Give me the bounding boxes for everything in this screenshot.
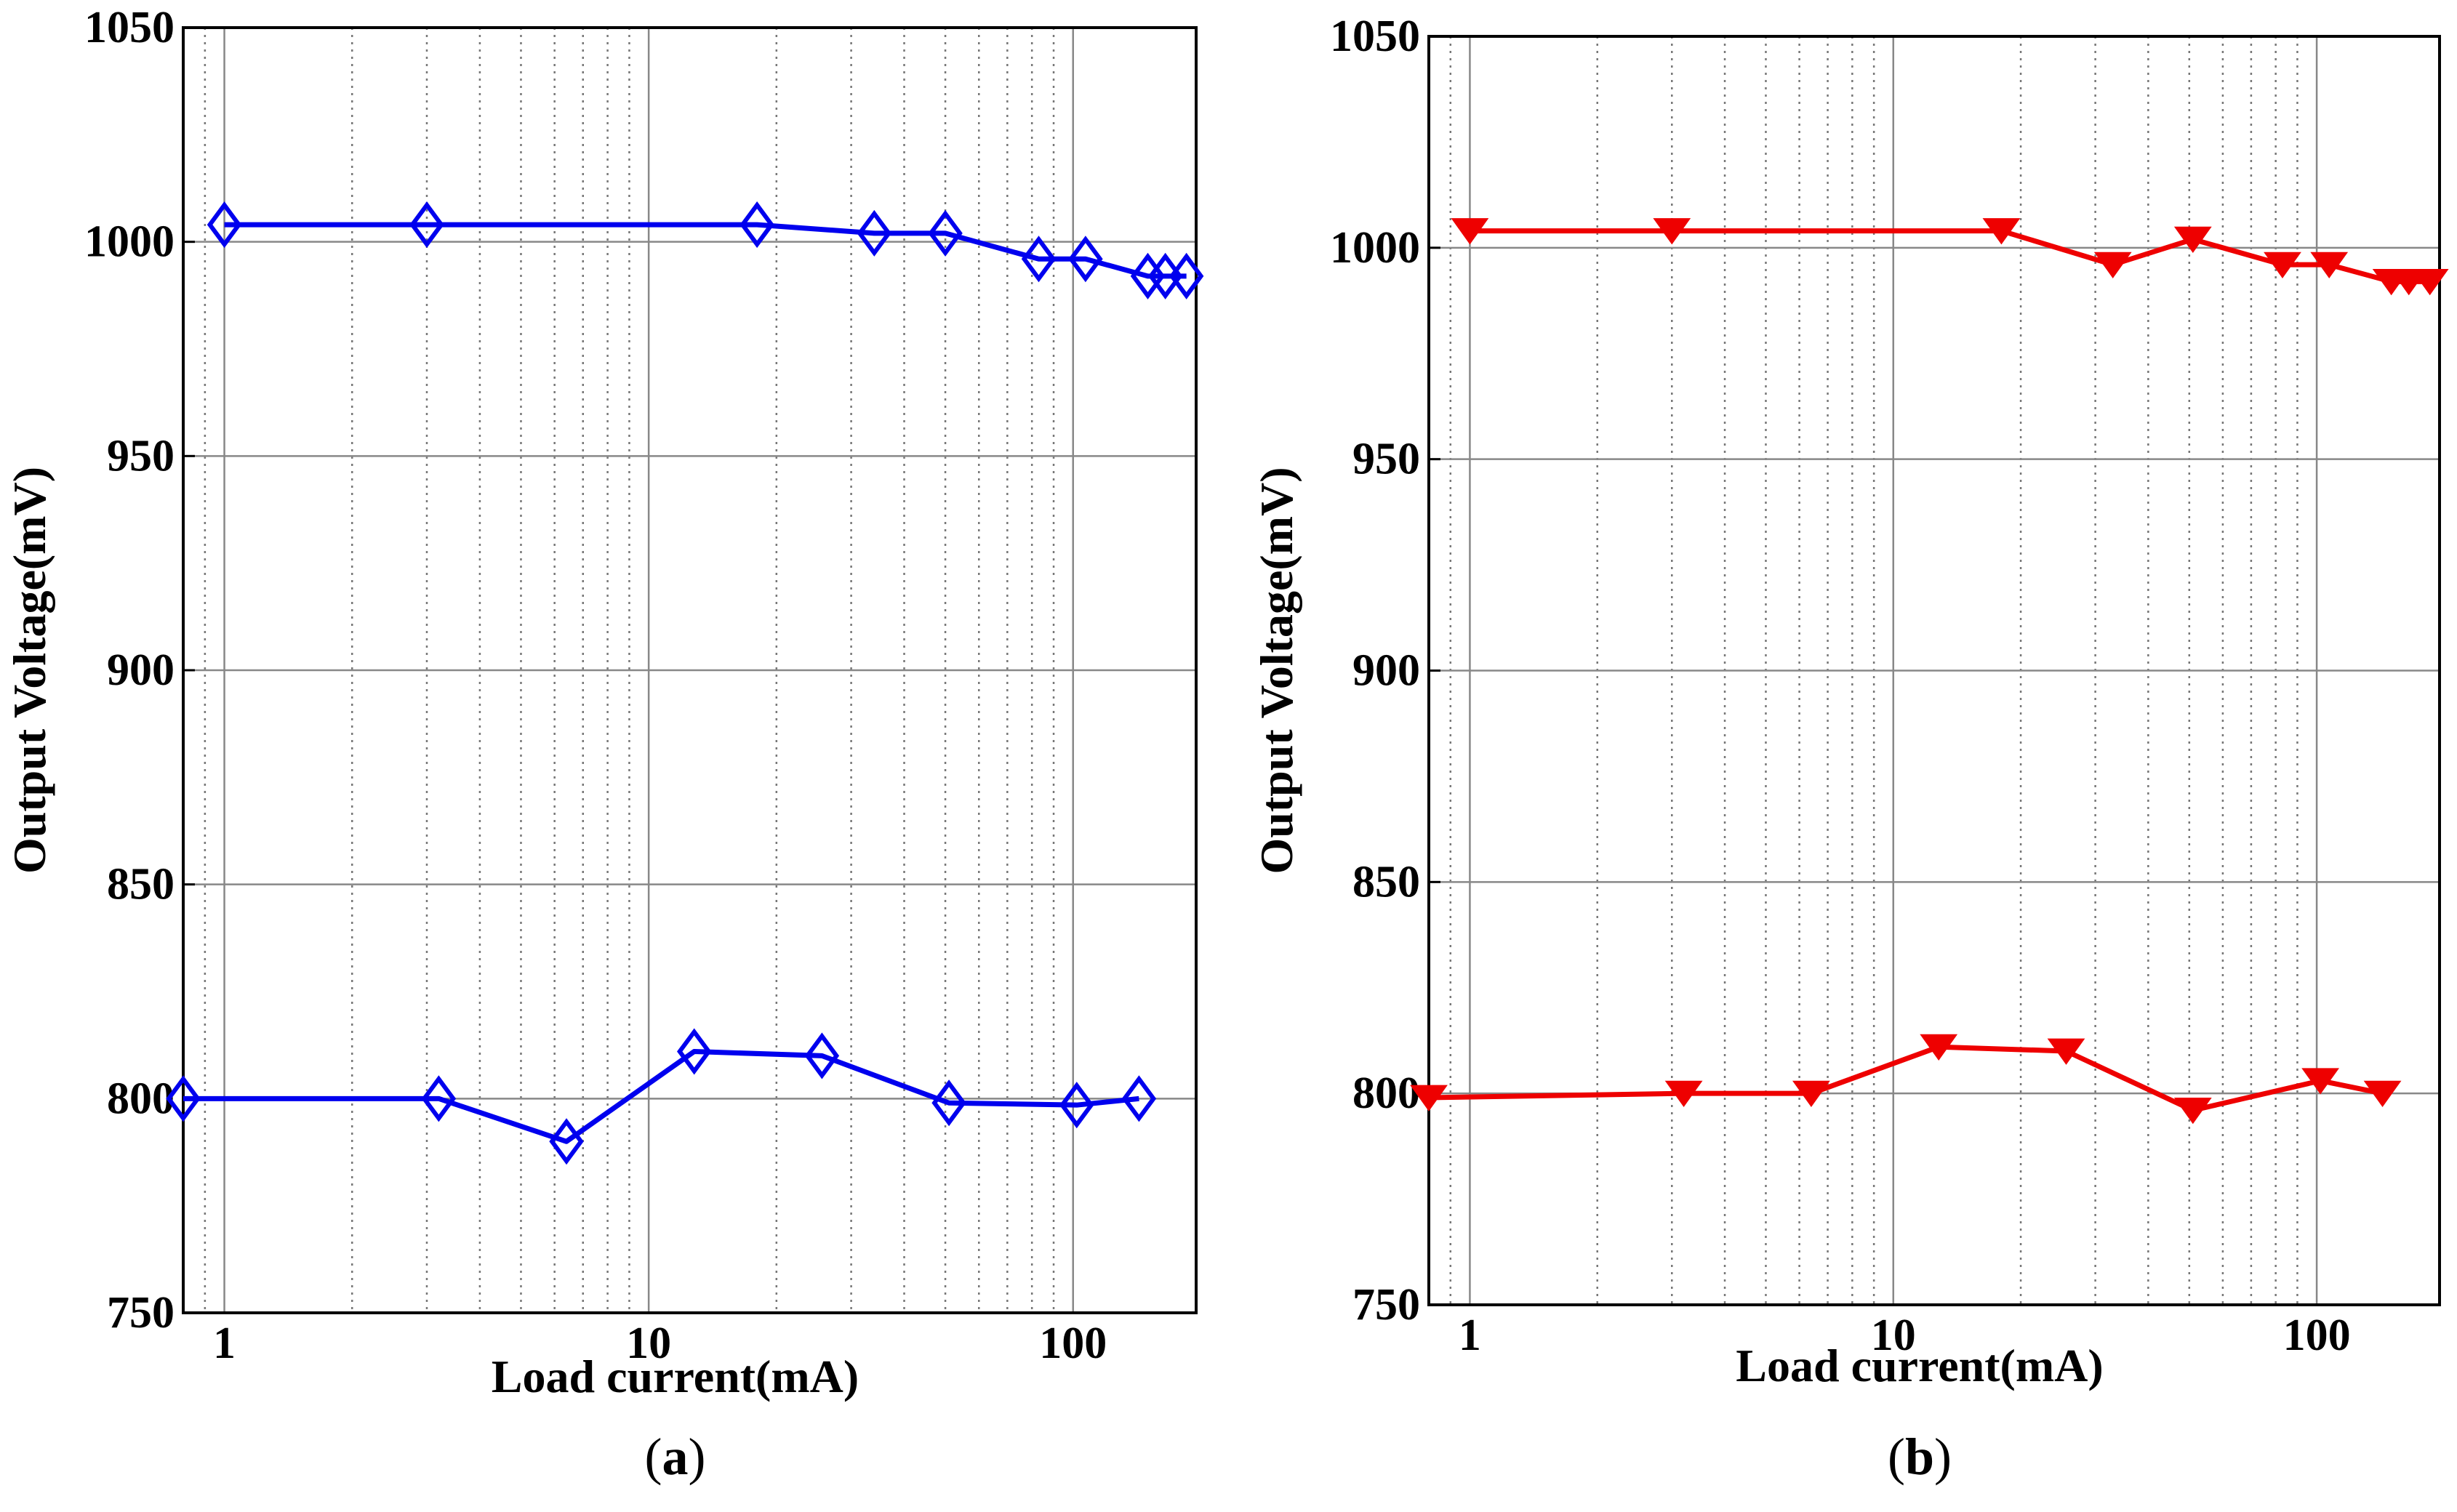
- data-point-diamond: [1121, 1075, 1157, 1122]
- data-point-triangle-down: [1792, 1080, 1830, 1108]
- data-point-diamond: [928, 209, 963, 257]
- series-upper: [1451, 218, 2449, 296]
- data-point-triangle-down: [2173, 1098, 2212, 1125]
- panel-label: (b): [1888, 1428, 1952, 1486]
- series-lower-line: [183, 1049, 1139, 1144]
- x-tick-label: 1: [1459, 1311, 1481, 1360]
- data-point-diamond: [1068, 236, 1103, 283]
- y-tick-label: 1050: [84, 3, 175, 52]
- panel-label: (a): [645, 1428, 706, 1486]
- data-point-triangle-down: [1653, 218, 1691, 245]
- chart-panel-a: 750 800 850 900 950 1000 1050 1 10 100 Load curren…: [4, 3, 1204, 1486]
- data-point-diamond: [1021, 236, 1057, 283]
- y-tick-label: 950: [107, 431, 175, 480]
- y-tick-label: 750: [107, 1288, 175, 1338]
- data-point-triangle-down: [1410, 1085, 1448, 1111]
- data-point-diamond: [207, 201, 242, 249]
- y-tick-label: 950: [1352, 435, 1420, 484]
- y-tick-label: 800: [1352, 1069, 1420, 1118]
- data-point-triangle-down: [1982, 218, 2021, 245]
- series-lower: [166, 1028, 1157, 1165]
- data-point-diamond: [421, 1075, 457, 1122]
- data-point-triangle-down: [1920, 1034, 1958, 1061]
- data-point-diamond: [857, 209, 892, 257]
- x-tick-label: 10: [626, 1319, 671, 1368]
- x-tick-label: 100: [1039, 1319, 1107, 1368]
- data-point-triangle-down: [2301, 1068, 2339, 1095]
- data-point-triangle-down: [2047, 1038, 2085, 1065]
- data-point-diamond: [1169, 252, 1204, 299]
- data-point-triangle-down: [2363, 1080, 2402, 1108]
- data-point-diamond: [931, 1079, 966, 1127]
- data-point-triangle-down: [2173, 226, 2212, 254]
- data-point-diamond: [166, 1075, 201, 1122]
- x-axis-label: Load current(mA): [492, 1351, 859, 1402]
- data-point-diamond: [409, 201, 444, 249]
- y-tick-label: 900: [107, 646, 175, 695]
- series-upper: [207, 201, 1204, 299]
- y-tick-label: 750: [1352, 1280, 1420, 1330]
- series-lower-line: [1428, 1044, 2384, 1113]
- y-tick-label: 1050: [1330, 12, 1420, 61]
- chart-panel-b: 750 800 850 900 950 1000 1050 1 10 100 Load curren…: [1251, 12, 2449, 1486]
- data-point-triangle-down: [2410, 268, 2449, 296]
- y-tick-label: 850: [107, 860, 175, 909]
- x-tick-label: 100: [2283, 1311, 2351, 1360]
- series-lower: [1410, 1034, 2402, 1125]
- data-point-diamond: [804, 1032, 840, 1079]
- data-point-triangle-down: [2310, 252, 2349, 278]
- x-tick-label: 1: [213, 1319, 236, 1368]
- y-axis-label: Output Voltage(mV): [4, 467, 55, 874]
- y-tick-label: 1000: [84, 217, 175, 267]
- data-point-diamond: [676, 1028, 712, 1075]
- data-point-triangle-down: [1664, 1080, 1703, 1108]
- data-point-triangle-down: [2264, 252, 2301, 278]
- data-point-diamond: [739, 201, 774, 249]
- y-axis-label: Output Voltage(mV): [1251, 467, 1302, 874]
- y-tick-label: 850: [1352, 857, 1420, 906]
- data-point-diamond: [549, 1118, 584, 1165]
- x-tick-label: 10: [1871, 1311, 1916, 1360]
- y-tick-label: 1000: [1330, 223, 1420, 273]
- data-point-diamond: [1059, 1082, 1094, 1129]
- data-point-triangle-down: [1451, 218, 1489, 245]
- series-upper-line: [224, 222, 1187, 279]
- data-point-triangle-down: [2093, 252, 2132, 278]
- y-tick-label: 900: [1352, 646, 1420, 696]
- x-axis-label: Load current(mA): [1736, 1340, 2103, 1391]
- y-tick-label: 800: [107, 1074, 175, 1123]
